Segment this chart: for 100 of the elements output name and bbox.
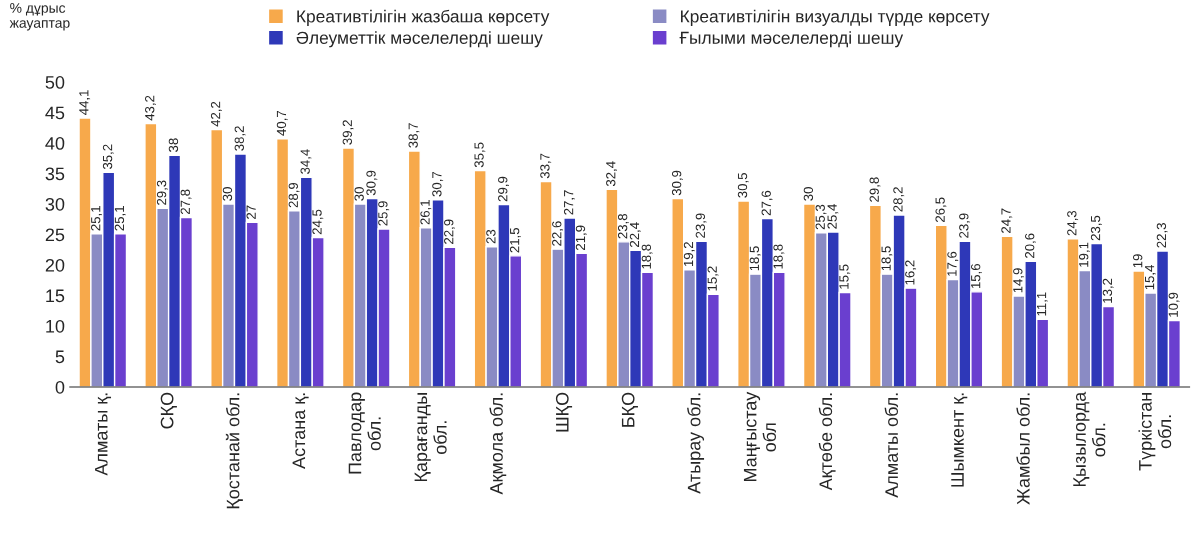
x-tick-label: ШҚО — [555, 392, 573, 432]
data-label: 23,9 — [959, 213, 971, 238]
data-label: 25,1 — [91, 206, 102, 231]
data-label: 19 — [1133, 254, 1143, 268]
y-tick-label: 45 — [45, 106, 65, 120]
data-label: 30,7 — [432, 171, 444, 197]
data-label: 21,9 — [575, 225, 587, 250]
data-label: 33,7 — [540, 153, 552, 179]
x-tick-label: СҚО — [160, 392, 177, 429]
data-label: 19,1 — [1079, 242, 1090, 267]
data-label: 22,9 — [444, 219, 455, 244]
legend-label: Ғылыми мәселелерді шешу — [679, 31, 904, 48]
y-tick-label: 20 — [45, 258, 65, 272]
data-label: 39,2 — [342, 120, 354, 145]
data-label: 24,5 — [312, 209, 324, 235]
data-label: 30,9 — [366, 170, 378, 196]
data-label: 24,7 — [1001, 208, 1013, 233]
data-label: 13,2 — [1102, 278, 1114, 303]
x-tick-label: Алматы қ. — [95, 393, 112, 476]
data-label: 14,9 — [1013, 268, 1025, 293]
data-label: 15,5 — [839, 264, 851, 289]
data-label: 30 — [354, 187, 364, 201]
y-tick-label: 0 — [55, 380, 65, 394]
x-tick-label: Ақтөбе обл. — [818, 393, 836, 491]
data-label: 32,4 — [606, 161, 618, 187]
data-label: 17,6 — [947, 251, 959, 276]
x-tick-label: Қарағанды обл. — [414, 393, 447, 482]
data-label: 28,9 — [288, 182, 300, 208]
y-tick-label: 30 — [45, 197, 65, 211]
data-label: 30 — [222, 187, 233, 201]
data-label: 38,2 — [234, 126, 246, 151]
x-tick-label: Маңғыстау обл — [743, 391, 776, 482]
data-label: 25,9 — [378, 201, 390, 226]
data-label: 30 — [803, 187, 814, 201]
data-label: 22,4 — [629, 222, 641, 247]
data-label: 18,5 — [881, 246, 893, 271]
data-label: 26,1 — [420, 200, 432, 225]
x-tick-label: Павлодар обл. — [348, 392, 381, 474]
y-axis-title: % дұрыс жауаптар — [9, 3, 70, 31]
data-label: 23,5 — [1090, 215, 1102, 241]
data-label: 38,7 — [408, 123, 420, 148]
data-label: 15,4 — [1145, 264, 1156, 290]
legend-label: Креативтілігін жазбаша көрсету — [297, 9, 550, 26]
data-label: 19,2 — [683, 242, 695, 267]
y-tick-label: 10 — [46, 319, 65, 333]
legend-label: Креативтілігін визуалды түрде көрсету — [681, 9, 990, 26]
data-label: 27,8 — [180, 189, 192, 215]
x-tick-label: Астана қ. — [292, 393, 309, 469]
data-label: 22,6 — [552, 221, 563, 246]
x-tick-label: Түркістан обл. — [1138, 393, 1172, 471]
y-tick-label: 35 — [45, 167, 65, 181]
data-label: 25,4 — [827, 204, 839, 229]
data-label: 15,6 — [971, 263, 982, 289]
y-tick-label: 15 — [46, 289, 65, 303]
y-tick-label: 40 — [45, 136, 65, 150]
data-label: 18,5 — [749, 246, 761, 271]
data-label: 30,5 — [737, 173, 749, 198]
data-label: 28,2 — [893, 187, 905, 212]
data-label: 18,8 — [773, 244, 785, 269]
y-tick-label: 50 — [45, 76, 65, 89]
x-tick-label: Қызылорда обл. — [1073, 391, 1106, 487]
data-label: 35,2 — [102, 144, 114, 170]
data-label: 43,2 — [145, 95, 156, 121]
x-tick-label: Шымкент қ. — [951, 393, 968, 487]
data-label: 23,8 — [617, 213, 629, 239]
x-tick-label: Ақмола обл. — [489, 393, 507, 495]
x-tick-label: Атырау обл. — [687, 393, 705, 494]
y-tick-label: 5 — [55, 350, 65, 364]
data-label: 44,1 — [79, 90, 91, 115]
data-label: 42,2 — [210, 101, 222, 127]
data-label: 18,8 — [641, 244, 653, 269]
legend-label: Әлеуметтік мәселелерді шешу — [296, 31, 543, 48]
data-label: 29,8 — [869, 177, 881, 202]
data-label: 11,1 — [1037, 292, 1048, 316]
data-label: 29,3 — [156, 180, 168, 205]
data-label: 16,2 — [905, 260, 917, 285]
data-label: 27 — [246, 205, 256, 219]
data-label: 40,7 — [276, 110, 288, 136]
data-label: 23,9 — [695, 213, 707, 238]
data-label: 30,9 — [671, 170, 683, 196]
data-label: 10,9 — [1168, 292, 1180, 317]
x-tick-label: БҚО — [621, 392, 638, 427]
data-label: 15,2 — [707, 266, 719, 291]
data-label: 25,1 — [114, 206, 126, 231]
data-label: 20,6 — [1025, 233, 1036, 258]
data-label: 24,3 — [1067, 210, 1079, 236]
x-tick-label: Алматы обл. — [884, 393, 898, 498]
data-label: 27,6 — [761, 190, 773, 216]
data-label: 25,3 — [815, 204, 827, 230]
data-label: 27,7 — [563, 190, 575, 215]
x-tick-label: Жамбыл обл. — [1016, 393, 1030, 505]
data-label: 22,3 — [1156, 223, 1168, 248]
data-label: 34,4 — [300, 149, 312, 174]
data-label: 38 — [168, 138, 179, 152]
data-label: 29,9 — [498, 176, 509, 202]
data-label: 26,5 — [935, 197, 947, 222]
data-label: 35,5 — [474, 142, 486, 168]
x-tick-label: Қостанай обл. — [225, 393, 243, 509]
y-tick-label: 25 — [45, 228, 65, 242]
data-label: 23 — [486, 229, 496, 244]
